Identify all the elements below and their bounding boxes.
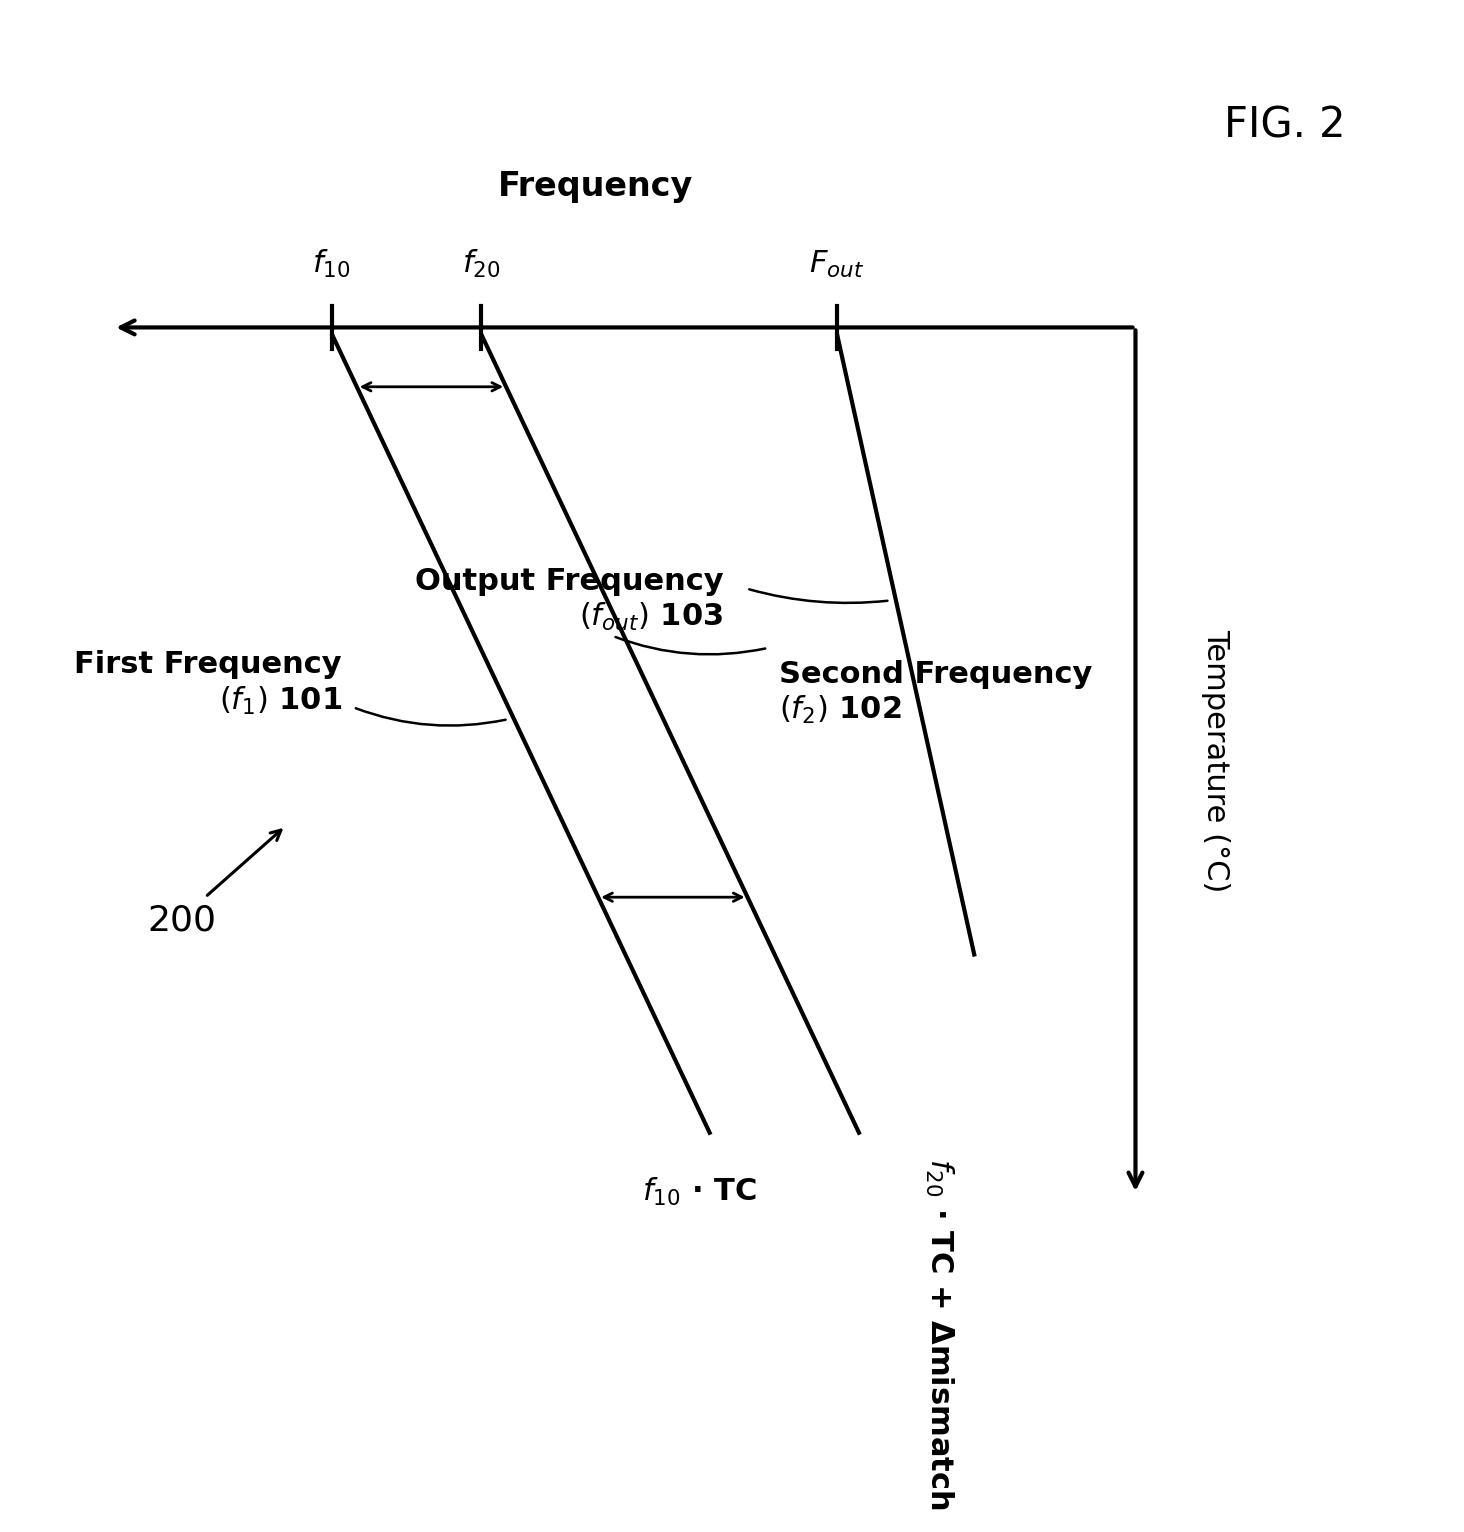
Text: 200: 200 <box>148 904 217 938</box>
Text: Output Frequency
$(f_{out})$ 103: Output Frequency $(f_{out})$ 103 <box>414 567 723 634</box>
Text: $f_{10}$: $f_{10}$ <box>312 248 351 280</box>
Text: FIG. 2: FIG. 2 <box>1224 104 1345 147</box>
Text: First Frequency
$(f_1)$ 101: First Frequency $(f_1)$ 101 <box>75 651 341 717</box>
Text: Temperature (°C): Temperature (°C) <box>1202 630 1230 892</box>
Text: $F_{out}$: $F_{out}$ <box>810 248 864 280</box>
Text: $f_{20}$: $f_{20}$ <box>461 248 501 280</box>
Text: Second Frequency
$(f_2)$ 102: Second Frequency $(f_2)$ 102 <box>779 660 1092 726</box>
Text: $f_{10}$ · TC: $f_{10}$ · TC <box>641 1177 757 1209</box>
Text: $f_{20}$ · TC + Δmismatch: $f_{20}$ · TC + Δmismatch <box>922 1158 955 1511</box>
Text: Frequency: Frequency <box>498 170 694 202</box>
